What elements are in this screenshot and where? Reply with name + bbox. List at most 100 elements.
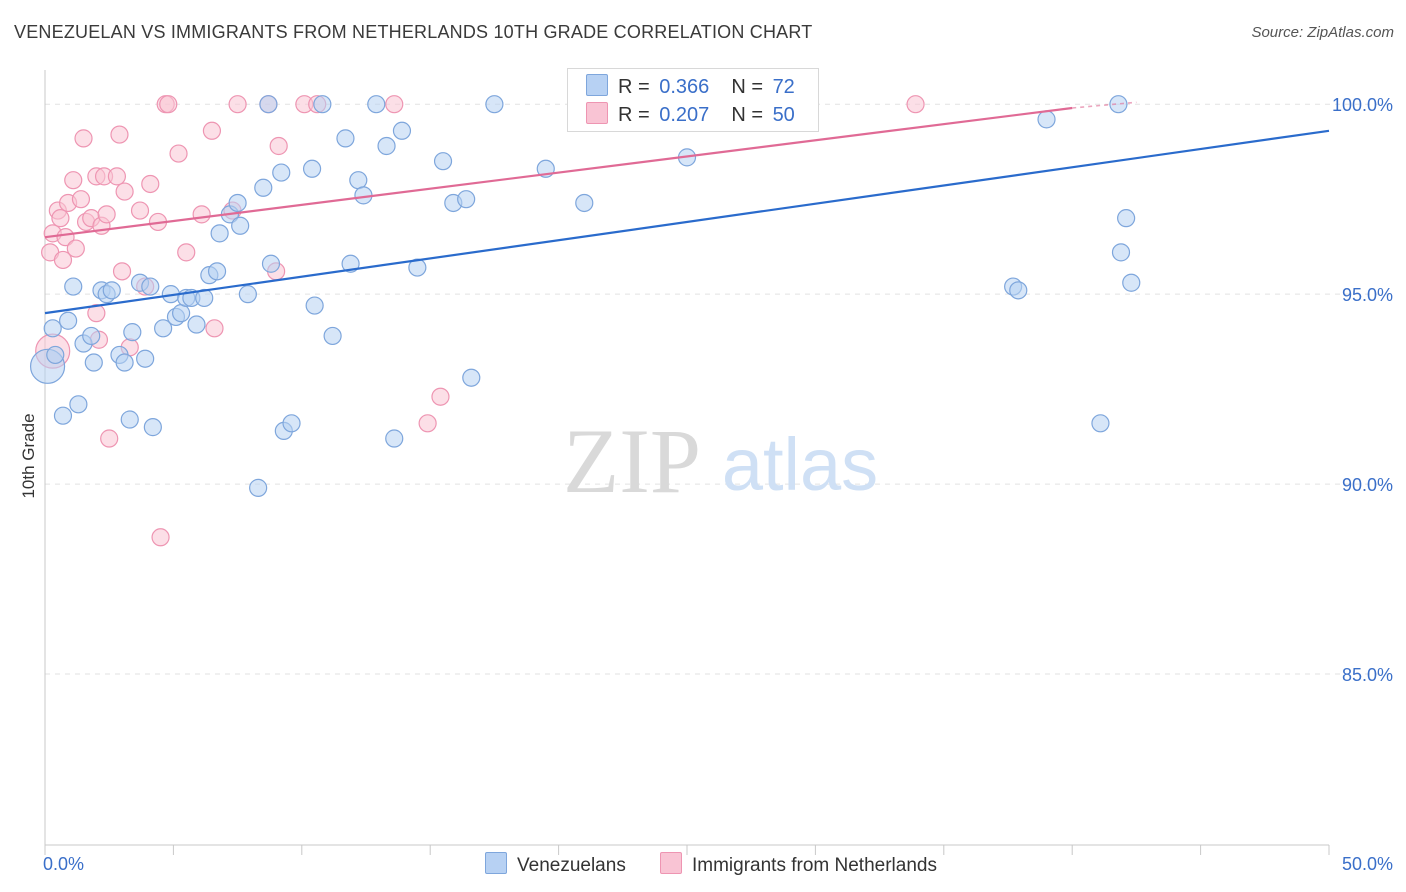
y-axis-label: 10th Grade [19, 413, 38, 498]
stats-legend: R = 0.366 N = 72 R = 0.207 N = 50 [567, 68, 819, 132]
netherlands-point [141, 174, 160, 194]
venezuelans-point [64, 277, 83, 296]
trend-lines [44, 101, 1330, 315]
venezuelans-point [123, 323, 142, 342]
netherlands-point [177, 243, 196, 262]
netherlands-point [130, 201, 150, 220]
venezuelans-point [1122, 273, 1141, 292]
legend-row-venezuelans: R = 0.366 N = 72 [586, 74, 795, 100]
legend-row-netherlands: R = 0.207 N = 50 [586, 102, 795, 128]
netherlands-point [151, 528, 170, 547]
netherlands-point [87, 304, 106, 323]
netherlands-point [169, 144, 188, 163]
netherlands-point [906, 95, 925, 114]
venezuelans-point [141, 277, 160, 296]
y-tick-label: 85.0% [1342, 665, 1393, 685]
series-name-netherlands: Immigrants from Netherlands [692, 855, 937, 876]
venezuelans-trend-line [44, 129, 1330, 315]
netherlands-trend-line [44, 106, 1073, 239]
legend-n-value: 50 [772, 104, 795, 126]
legend-r-value: 0.207 [659, 104, 710, 126]
venezuelans-point [120, 410, 139, 429]
netherlands-trend-extension [1072, 101, 1137, 109]
legend-n-value: 72 [772, 76, 795, 98]
netherlands-point [51, 209, 70, 228]
venezuelans-point [261, 254, 281, 273]
venezuelans-point [249, 478, 268, 497]
netherlands-point [64, 171, 83, 190]
venezuelans-point [385, 429, 404, 448]
venezuelans-point [367, 95, 386, 114]
y-tick-label: 95.0% [1342, 285, 1393, 305]
venezuelans-point [341, 254, 360, 273]
venezuelans-point [187, 315, 206, 334]
venezuelans-point [313, 95, 332, 114]
netherlands-point [385, 95, 404, 114]
x-tick-label: 50.0% [1342, 854, 1393, 874]
venezuelans-point [282, 414, 301, 433]
venezuelans-point [207, 262, 227, 281]
venezuelans-point [46, 345, 65, 365]
netherlands-point [100, 429, 119, 448]
netherlands-point [192, 205, 211, 224]
bottom-legend-venezuelans: Venezuelans [485, 852, 626, 877]
netherlands-point [228, 95, 247, 114]
venezuelans-point [154, 319, 173, 338]
venezuelans-point [1091, 414, 1110, 433]
legend-n-label: N = [731, 104, 763, 126]
venezuelans-point [1111, 243, 1131, 262]
bottom-legend-swatch-pink [660, 852, 682, 874]
chart-title: VENEZUELAN VS IMMIGRANTS FROM NETHERLAND… [14, 22, 813, 42]
bottom-legend-swatch-blue [485, 852, 507, 874]
venezuelans-point [392, 121, 412, 140]
netherlands-point [205, 319, 224, 338]
netherlands-point [431, 387, 450, 406]
netherlands-point [269, 136, 288, 156]
netherlands-point [56, 228, 75, 247]
venezuelans-point [136, 349, 155, 368]
netherlands-point [159, 95, 178, 114]
venezuelans-point [305, 296, 324, 315]
venezuelans-point [238, 285, 257, 304]
legend-swatch-blue [586, 74, 608, 96]
venezuelans-point [336, 129, 355, 148]
venezuelans-point [457, 190, 476, 209]
venezuelans-point [1117, 209, 1136, 228]
netherlands-point [112, 262, 132, 281]
venezuelans-point [1109, 95, 1128, 114]
series-name-venezuelans: Venezuelans [517, 855, 626, 876]
venezuelans-point [231, 216, 250, 235]
watermark-atlas: atlas [722, 423, 878, 506]
venezuelans-point [228, 193, 247, 213]
venezuelans-point [1037, 110, 1056, 129]
y-tick-label: 90.0% [1342, 475, 1393, 495]
venezuelans-point [82, 326, 101, 346]
axes [44, 70, 1330, 855]
bottom-legend-netherlands: Immigrants from Netherlands [660, 852, 937, 877]
gridlines [45, 103, 1394, 675]
venezuelans-point [43, 319, 62, 338]
venezuelans-point [259, 95, 278, 114]
legend-r-label: R = [618, 76, 650, 98]
netherlands-point [74, 129, 93, 148]
x-tick-labels: 0.0% 50.0% [43, 854, 1393, 874]
venezuelans-point [172, 304, 191, 323]
venezuelans-point [462, 368, 481, 387]
source-label: Source: ZipAtlas.com [1251, 24, 1394, 41]
venezuelans-point [59, 311, 78, 330]
y-tick-label: 100.0% [1332, 95, 1393, 115]
venezuelans-point [102, 281, 121, 300]
venezuelans-point [485, 95, 504, 114]
netherlands-point [110, 125, 129, 144]
venezuelans-point [575, 193, 594, 213]
venezuelans-point [349, 171, 368, 190]
venezuelans-point [210, 224, 229, 243]
venezuelans-point [302, 159, 322, 178]
venezuelans-point [323, 326, 342, 346]
netherlands-point [107, 167, 127, 186]
venezuelans-point [84, 353, 103, 372]
netherlands-point [53, 250, 73, 270]
venezuelans-point [433, 152, 453, 171]
venezuelans-point [377, 136, 396, 156]
